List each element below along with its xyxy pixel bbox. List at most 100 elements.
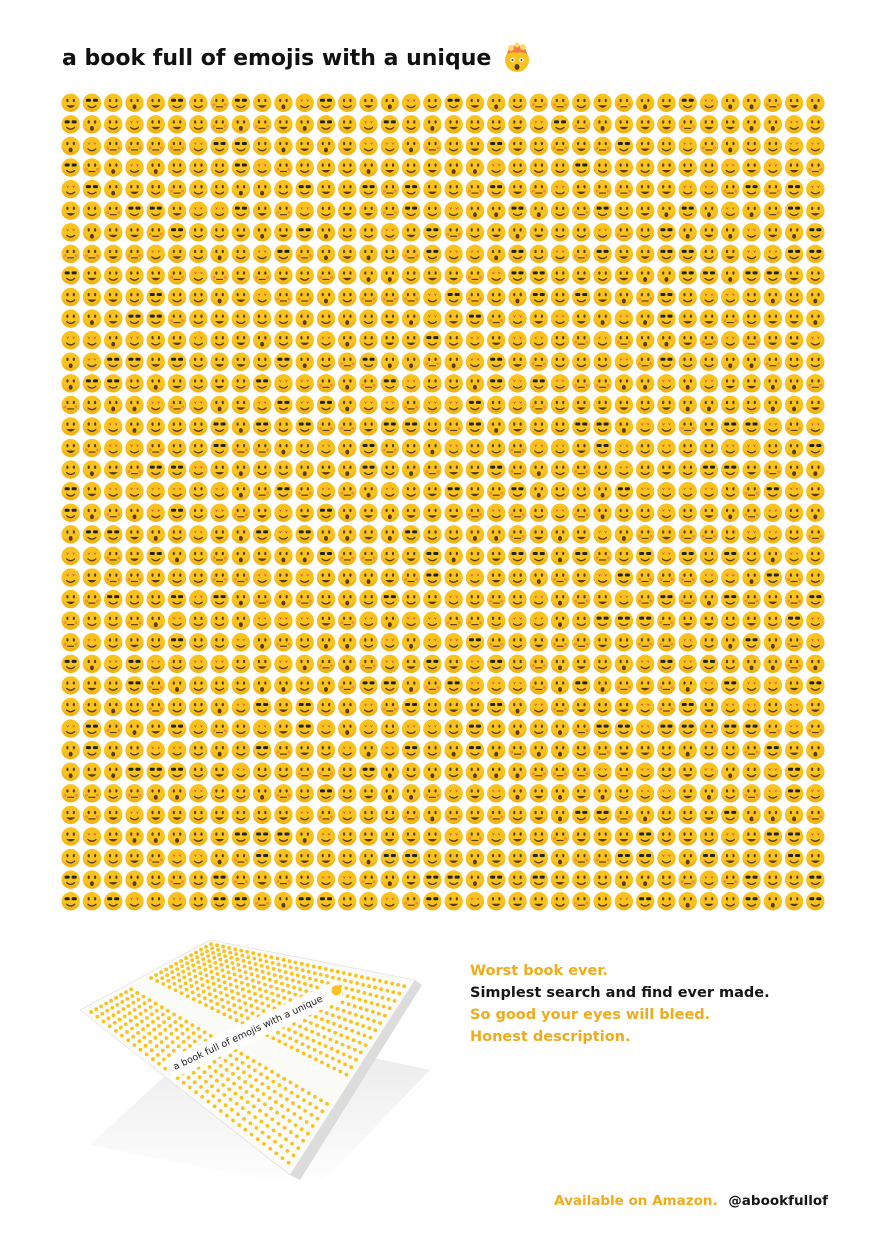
emoji-icon: [763, 482, 783, 501]
emoji-icon: [386, 997, 391, 1002]
emoji-icon: [211, 1094, 216, 1098]
emoji-icon: [178, 984, 183, 989]
emoji-icon: [721, 827, 740, 846]
emoji-icon: [221, 944, 226, 949]
emoji-icon: [486, 330, 506, 350]
emoji-icon: [635, 740, 655, 760]
emoji-icon: [354, 973, 358, 978]
emoji-icon: [763, 568, 783, 587]
emoji-icon: [359, 330, 378, 350]
emoji-icon: [167, 115, 187, 134]
emoji-icon: [264, 1066, 268, 1070]
emoji-icon: [262, 1142, 266, 1146]
emoji-icon: [366, 976, 370, 981]
emoji-icon: [154, 973, 158, 978]
emoji-icon: [282, 1126, 287, 1130]
emoji-icon: [486, 417, 506, 436]
emoji-icon: [657, 460, 676, 479]
emoji-icon: [274, 589, 293, 609]
emoji-icon: [101, 1019, 106, 1024]
emoji-icon: [337, 1015, 341, 1020]
emoji-icon: [338, 460, 357, 479]
emoji-icon: [295, 1094, 300, 1099]
emoji-icon: [252, 589, 272, 609]
emoji-icon: [82, 870, 102, 889]
emoji-icon: [316, 827, 336, 846]
emoji-icon: [146, 740, 165, 760]
emoji-icon: [267, 977, 272, 982]
emoji-icon: [258, 987, 262, 992]
emoji-icon: [338, 503, 357, 522]
emoji-icon: [529, 287, 548, 307]
emoji-icon: [635, 374, 655, 393]
emoji-icon: [423, 611, 442, 630]
emoji-icon: [396, 983, 400, 987]
emoji-icon: [185, 961, 189, 966]
emoji-icon: [167, 611, 187, 630]
emoji-icon: [146, 697, 165, 717]
emoji-icon: [806, 805, 825, 825]
emoji-icon: [347, 972, 352, 977]
emoji-icon: [508, 438, 527, 458]
emoji-icon: [148, 1005, 153, 1009]
emoji-icon: [572, 93, 591, 112]
emoji-icon: [614, 223, 634, 242]
emoji-icon: [784, 374, 804, 393]
emoji-icon: [189, 395, 208, 415]
emoji-icon: [784, 870, 804, 889]
emoji-icon: [61, 482, 80, 501]
emoji-icon: [146, 93, 165, 112]
emoji-icon: [444, 244, 463, 264]
emoji-icon: [401, 784, 421, 803]
emoji-icon: [763, 848, 783, 868]
emoji-icon: [401, 417, 421, 436]
emoji-icon: [401, 374, 421, 393]
emoji-icon: [184, 987, 189, 992]
emoji-icon: [231, 417, 251, 436]
emoji-icon: [210, 179, 229, 199]
emoji-icon: [763, 417, 783, 436]
emoji-icon: [82, 654, 102, 674]
emoji-icon: [721, 115, 740, 134]
emoji-icon: [222, 1093, 227, 1097]
emoji-icon: [529, 223, 548, 242]
emoji-icon: [191, 1070, 196, 1075]
emoji-icon: [274, 503, 293, 522]
emoji-icon: [657, 309, 676, 328]
emoji-icon: [189, 374, 208, 393]
emoji-icon: [218, 1064, 223, 1068]
emoji-icon: [593, 568, 612, 587]
emoji-icon: [189, 892, 208, 911]
emoji-icon: [333, 1030, 338, 1035]
emoji-icon: [401, 589, 421, 609]
emoji-icon: [82, 395, 102, 415]
emoji-icon: [295, 482, 314, 501]
emoji-icon: [167, 762, 187, 781]
emoji-icon: [678, 374, 697, 393]
emoji-icon: [212, 1060, 217, 1064]
emoji-icon: [300, 968, 305, 973]
emoji-icon: [593, 460, 612, 479]
emoji-icon: [678, 762, 697, 781]
emoji-icon: [288, 1036, 293, 1041]
emoji-icon: [444, 870, 463, 889]
emoji-icon: [368, 992, 373, 997]
emoji-icon: [721, 438, 740, 458]
emoji-icon: [195, 986, 200, 991]
emoji-icon: [252, 309, 272, 328]
emoji-icon: [228, 982, 233, 987]
emoji-icon: [189, 805, 208, 825]
emoji-icon: [359, 438, 378, 458]
emoji-icon: [125, 762, 144, 781]
emoji-icon: [174, 1027, 179, 1032]
emoji-icon: [572, 266, 591, 285]
social-handle[interactable]: @abookfullof: [728, 1193, 828, 1209]
emoji-icon: [635, 805, 655, 825]
emoji-icon: [486, 697, 506, 717]
emoji-icon: [117, 1017, 122, 1022]
emoji-icon: [635, 395, 655, 415]
emoji-icon: [742, 870, 761, 889]
emoji-icon: [359, 805, 378, 825]
emoji-icon: [529, 762, 548, 781]
emoji-icon: [157, 1061, 161, 1066]
